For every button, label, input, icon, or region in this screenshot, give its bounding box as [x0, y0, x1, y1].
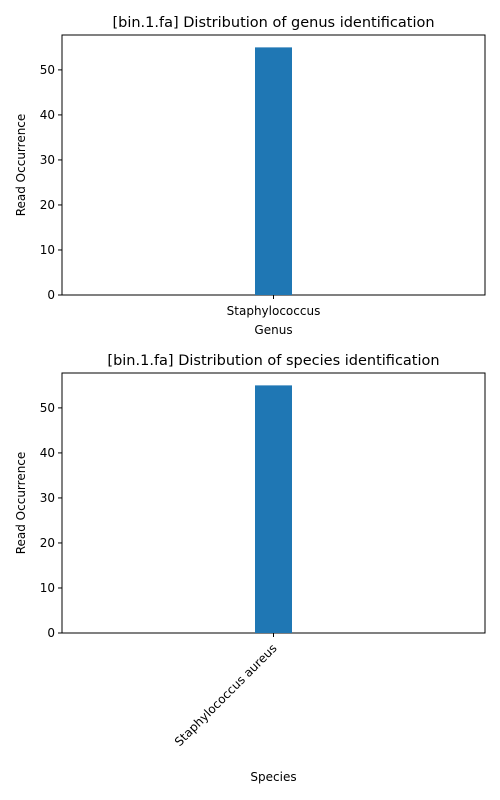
y-tick-label: 50	[40, 401, 55, 415]
x-axis-label: Genus	[254, 323, 292, 337]
chart-genus: [bin.1.fa] Distribution of genus identif…	[14, 15, 486, 337]
chart-title: [bin.1.fa] Distribution of genus identif…	[112, 15, 434, 31]
y-tick-label: 10	[40, 243, 55, 257]
y-tick-label: 20	[40, 536, 55, 550]
x-tick-label: Staphylococcus	[227, 304, 321, 318]
bars	[255, 47, 292, 295]
x-tick-label: Staphylococcus aureus	[172, 641, 280, 749]
y-axis-label: Read Occurrence	[14, 452, 28, 555]
y-axis-label: Read Occurrence	[14, 114, 28, 217]
bar	[255, 385, 292, 633]
y-tick-label: 20	[40, 198, 55, 212]
x-axis-ticks: Staphylococcus	[227, 295, 321, 318]
y-tick-label: 10	[40, 581, 55, 595]
y-tick-label: 40	[40, 446, 55, 460]
y-axis-ticks: 0 10 20 30 40 50	[40, 401, 62, 640]
x-axis-label: Species	[250, 770, 296, 784]
bar	[255, 47, 292, 295]
chart-species: [bin.1.fa] Distribution of species ident…	[14, 353, 486, 784]
y-tick-label: 30	[40, 153, 55, 167]
bars	[255, 385, 292, 633]
y-tick-label: 30	[40, 491, 55, 505]
y-tick-label: 0	[47, 288, 55, 302]
x-axis-ticks: Staphylococcus aureus	[172, 633, 280, 749]
chart-title: [bin.1.fa] Distribution of species ident…	[107, 353, 439, 369]
y-tick-label: 40	[40, 108, 55, 122]
y-tick-label: 50	[40, 63, 55, 77]
y-tick-label: 0	[47, 626, 55, 640]
y-axis-ticks: 0 10 20 30 40 50	[40, 63, 62, 302]
